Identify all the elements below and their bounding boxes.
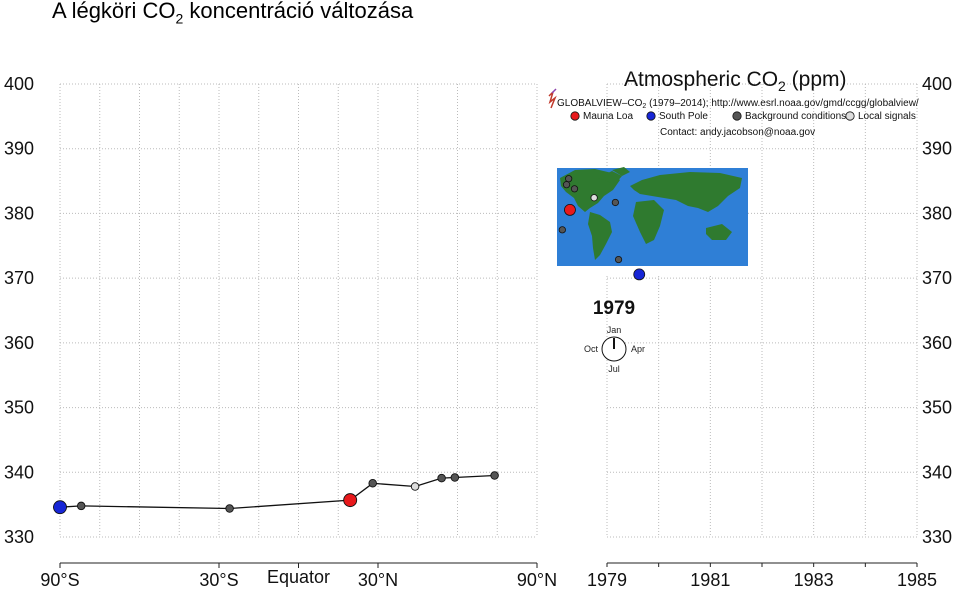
legend-label: South Pole xyxy=(659,111,708,122)
x-tick-label: 30°S xyxy=(199,570,238,590)
map-station-marker xyxy=(565,175,573,183)
slide-title: A légköri CO2 koncentráció változása xyxy=(52,0,413,26)
legend-marker xyxy=(732,111,742,121)
source-subscript: 2 xyxy=(642,103,646,110)
y-tick-label-left: 360 xyxy=(4,333,34,353)
clock-label-bottom: Jul xyxy=(608,364,620,374)
x-tick-label: 90°S xyxy=(40,570,79,590)
map-station-marker xyxy=(633,268,646,281)
y-tick-label-right: 400 xyxy=(922,74,952,94)
map-station-marker xyxy=(570,185,579,193)
latitude-profile-line xyxy=(59,474,495,510)
y-tick-label-left: 390 xyxy=(4,139,34,159)
map-station-marker xyxy=(558,226,566,234)
clock-label-right: Apr xyxy=(631,344,645,354)
latitude-profile-points xyxy=(53,471,499,515)
profile-point xyxy=(490,471,499,480)
x-tick-label: 30°N xyxy=(358,570,398,590)
profile-point xyxy=(225,504,234,513)
slide-title-main: A légköri CO xyxy=(52,0,176,23)
source-prefix: GLOBALVIEW–CO xyxy=(557,98,643,109)
y-tick-label-right: 370 xyxy=(922,268,952,288)
y-tick-label-left: 370 xyxy=(4,268,34,288)
profile-point xyxy=(76,501,86,511)
y-tick-label-right: 340 xyxy=(922,462,952,482)
latitude-x-axis: 90°S 30°S Equator 30°N 90°N xyxy=(40,562,557,590)
slide-title-rest: koncentráció változása xyxy=(183,0,414,23)
year-label: 1979 xyxy=(593,298,635,319)
profile-point xyxy=(450,473,460,482)
x-tick-label: 1985 xyxy=(897,570,937,590)
left-y-axis: 330 340 350 360 370 380 390 400 xyxy=(4,74,34,547)
legend-marker xyxy=(845,111,855,121)
x-tick-label: 1981 xyxy=(690,570,730,590)
profile-point xyxy=(343,493,358,508)
map-station-marker xyxy=(562,181,571,189)
source-suffix: (1979–2014); http://www.esrl.noaa.gov/gm… xyxy=(646,98,919,109)
chart-title-subscript: 2 xyxy=(778,78,786,94)
chart-title-unit: (ppm) xyxy=(786,68,847,91)
map-station-markers xyxy=(558,175,646,281)
x-tick-label: Equator xyxy=(267,567,330,587)
clock-label-top: Jan xyxy=(607,325,622,335)
y-tick-label-right: 380 xyxy=(922,203,952,223)
world-map xyxy=(557,167,748,281)
slide-title-subscript: 2 xyxy=(175,10,184,27)
globalview-logo-icon xyxy=(548,88,557,109)
map-station-marker xyxy=(590,194,598,202)
map-station-marker xyxy=(564,204,576,216)
legend-label: Mauna Loa xyxy=(583,111,633,122)
clock-label-left: Oct xyxy=(584,344,599,354)
profile-point xyxy=(410,482,420,491)
legend-label: Local signals xyxy=(858,111,916,122)
legend-marker xyxy=(646,111,656,121)
profile-point xyxy=(437,473,446,483)
y-tick-label-right: 390 xyxy=(922,139,952,159)
contact-text: Contact: andy.jacobson@noaa.gov xyxy=(660,127,815,138)
y-tick-label-left: 350 xyxy=(4,398,34,418)
y-tick-label-left: 400 xyxy=(4,74,34,94)
x-tick-label: 90°N xyxy=(517,570,557,590)
profile-point xyxy=(368,479,377,488)
map-station-marker xyxy=(614,255,623,264)
map-antarctica xyxy=(557,266,748,275)
right-panel-grid xyxy=(606,83,918,538)
y-tick-label-left: 380 xyxy=(4,203,34,223)
season-clock: Jan Apr Jul Oct xyxy=(584,325,645,374)
x-tick-label: 1979 xyxy=(587,570,627,590)
chart-title-main: Atmospheric CO xyxy=(624,68,778,91)
left-panel-grid xyxy=(59,83,538,538)
source-line: GLOBALVIEW–CO2 (1979–2014); http://www.e… xyxy=(557,98,919,110)
year-x-axis: 1979 1981 1983 1985 xyxy=(587,562,937,590)
map-station-marker xyxy=(611,198,619,207)
y-tick-label-left: 340 xyxy=(4,462,34,482)
y-tick-label-right: 350 xyxy=(922,398,952,418)
y-tick-label-left: 330 xyxy=(4,527,34,547)
right-y-axis: 330 340 350 360 370 380 390 400 xyxy=(922,74,952,547)
profile-point xyxy=(53,500,67,515)
chart-title: Atmospheric CO2 (ppm) xyxy=(624,68,847,94)
y-tick-label-right: 360 xyxy=(922,333,952,353)
y-tick-label-right: 330 xyxy=(922,527,952,547)
x-tick-label: 1983 xyxy=(794,570,834,590)
legend: Mauna Loa South Pole Background conditions… xyxy=(570,111,916,122)
legend-marker xyxy=(570,111,580,121)
map-continents xyxy=(560,167,742,260)
legend-label: Background conditions xyxy=(745,111,846,122)
